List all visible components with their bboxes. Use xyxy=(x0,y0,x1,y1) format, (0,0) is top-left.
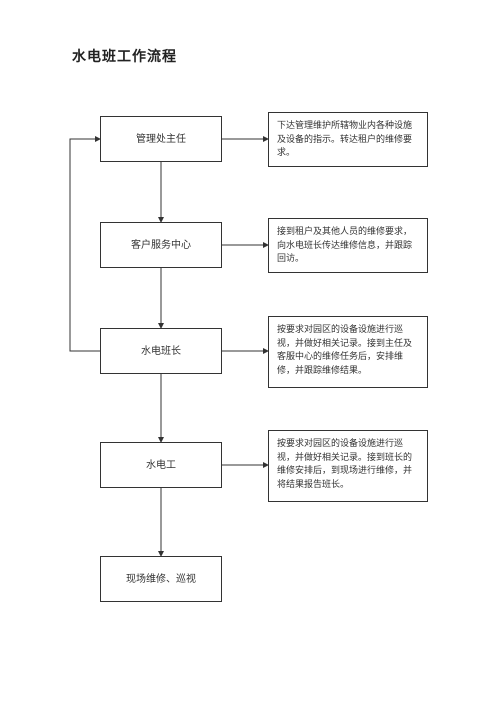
flow-description: 按要求对园区的设备设施进行巡视，并做好相关记录。接到主任及客服中心的维修任务后，… xyxy=(268,316,428,388)
flow-node: 管理处主任 xyxy=(100,116,222,162)
flow-node: 水电班长 xyxy=(100,328,222,374)
flow-description: 下达管理维护所辖物业内各种设施及设备的指示。转达租户的维修要求。 xyxy=(268,112,428,167)
flow-description-text: 按要求对园区的设备设施进行巡视，并做好相关记录。接到班长的维修安排后，到现场进行… xyxy=(277,438,412,489)
flow-node-label: 现场维修、巡视 xyxy=(126,572,196,587)
flow-node-label: 管理处主任 xyxy=(136,132,186,147)
flow-node-label: 水电班长 xyxy=(141,344,181,359)
flow-node: 客户服务中心 xyxy=(100,222,222,268)
flow-description-text: 接到租户及其他人员的维修要求，向水电班长传达维修信息，并跟踪回访。 xyxy=(277,226,412,263)
flow-node: 水电工 xyxy=(100,442,222,488)
flow-description: 按要求对园区的设备设施进行巡视，并做好相关记录。接到班长的维修安排后，到现场进行… xyxy=(268,430,428,502)
flow-description: 接到租户及其他人员的维修要求，向水电班长传达维修信息，并跟踪回访。 xyxy=(268,218,428,273)
flow-node-label: 水电工 xyxy=(146,458,176,473)
page-title: 水电班工作流程 xyxy=(72,46,177,66)
flow-node-label: 客户服务中心 xyxy=(131,238,191,253)
page: 水电班工作流程 管理处主任客户服务中心水电班长水电工现场维修、巡视 下达管理维护所… xyxy=(0,0,500,708)
flow-description-text: 按要求对园区的设备设施进行巡视，并做好相关记录。接到主任及客服中心的维修任务后，… xyxy=(277,324,412,375)
flow-node: 现场维修、巡视 xyxy=(100,556,222,602)
flow-description-text: 下达管理维护所辖物业内各种设施及设备的指示。转达租户的维修要求。 xyxy=(277,120,412,157)
